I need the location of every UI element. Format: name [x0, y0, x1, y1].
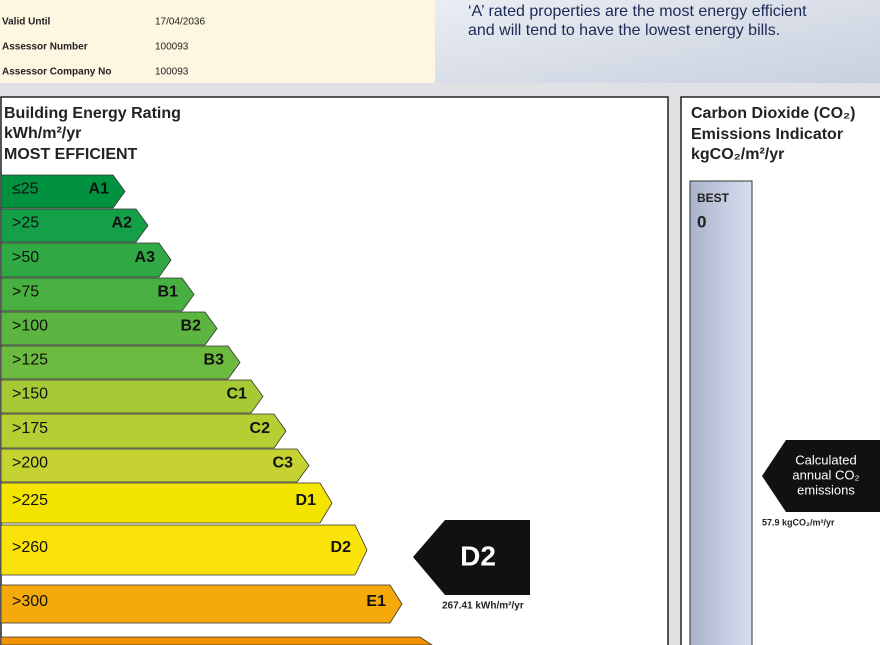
band-grade: D1 [296, 492, 317, 509]
note-box [435, 0, 880, 83]
co2-title: Carbon Dioxide (CO₂) [691, 105, 855, 122]
band-range: >25 [12, 215, 39, 232]
band-grade: D2 [331, 539, 352, 556]
field-label: Date of Issue [2, 0, 65, 3]
band [0, 524, 368, 576]
rating-value: 267.41 kWh/m²/yr [442, 601, 524, 612]
field-value: 17/04/2036 [155, 17, 205, 28]
co2-best-label: BEST [697, 191, 730, 205]
field-value: 100093 [155, 42, 189, 53]
co2-scale [689, 180, 753, 645]
rating-arrow [413, 520, 530, 595]
band [0, 584, 403, 624]
field-value: 100093 [155, 67, 189, 78]
field-value: 17/04/2026 [155, 0, 205, 3]
band-range: >125 [12, 352, 48, 369]
band-grade: B3 [204, 352, 225, 369]
band-range: >100 [12, 318, 48, 335]
ber-subtitle: MOST EFFICIENT [4, 146, 138, 163]
info-fields: Date of Issue 17/04/2026 Valid Until 17/04/… [2, 0, 205, 78]
band [0, 277, 195, 312]
band-range: >50 [12, 249, 39, 266]
ber-bands: ≤25 A1 >25 A2 >50 A3 >75 B1 >100 B2 >125 B3 >150 C1 >1… [0, 174, 433, 645]
band [0, 636, 433, 645]
band [0, 413, 287, 449]
rating-grade: D2 [460, 540, 496, 571]
band-grade: B2 [181, 318, 202, 335]
band-range: >225 [12, 492, 48, 509]
co2-value: 57.9 kgCO₂/m²/yr [762, 517, 835, 527]
band-range: >175 [12, 420, 48, 437]
arrow-line: emissions [797, 482, 855, 497]
arrow-line: annual CO₂ [792, 467, 859, 482]
band-grade: C1 [227, 386, 248, 403]
co2-best-value: 0 [697, 212, 706, 231]
band [0, 174, 126, 209]
band-grade: A3 [135, 249, 156, 266]
band-grade: C3 [273, 455, 294, 472]
ber-units: kWh/m²/yr [4, 125, 81, 142]
band-range: >75 [12, 284, 39, 301]
band [0, 311, 218, 346]
band-grade: E1 [366, 593, 386, 610]
band-range: >260 [12, 539, 48, 556]
band-grade: B1 [158, 284, 179, 301]
band-range: >150 [12, 386, 48, 403]
band-range: >300 [12, 593, 48, 610]
field-label: Valid Until [2, 17, 51, 28]
arrow-line: Calculated [795, 452, 856, 467]
note-line: and will tend to have the lowest energy … [468, 22, 780, 39]
band [0, 242, 172, 278]
band [0, 482, 333, 524]
band [0, 345, 241, 380]
band [0, 379, 264, 414]
co2-units: kgCO₂/m²/yr [691, 146, 784, 163]
info-box [0, 0, 435, 83]
band-grade: C2 [250, 420, 271, 437]
band-range: >200 [12, 455, 48, 472]
note-line: ‘A’ rated properties are the most energy… [468, 3, 807, 20]
band-range: ≤25 [12, 181, 39, 198]
band-grade: A2 [112, 215, 133, 232]
co2-arrow [762, 440, 880, 512]
field-label: Assessor Company No [2, 67, 111, 78]
band [0, 448, 310, 483]
band [0, 208, 149, 243]
ber-title: Building Energy Rating [4, 105, 181, 122]
band-grade: A1 [89, 181, 110, 198]
field-label: Assessor Number [2, 42, 88, 53]
co2-title: Emissions Indicator [691, 126, 843, 143]
